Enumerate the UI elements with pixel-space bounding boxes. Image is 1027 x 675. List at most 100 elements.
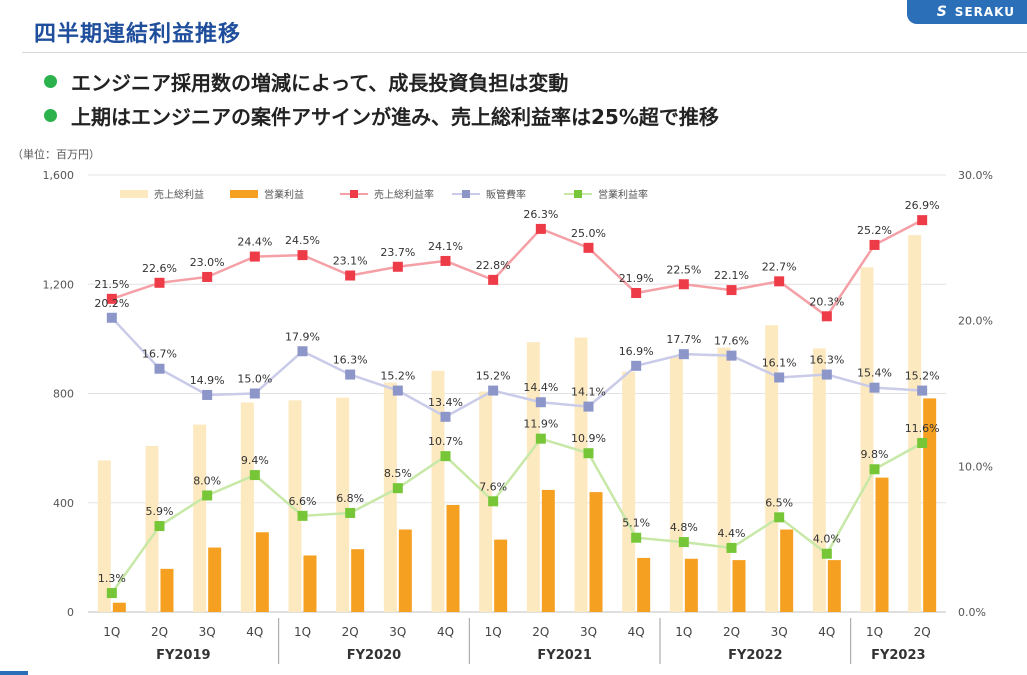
- label-sga-ratio: 15.0%: [237, 373, 272, 386]
- marker-sga-ratio: [774, 372, 785, 383]
- legend-label: 売上総利益率: [374, 188, 434, 201]
- bar-operating-profit: [875, 477, 889, 612]
- marker-operating-margin: [631, 532, 642, 543]
- marker-sga-ratio: [488, 385, 499, 396]
- legend-swatch-operating-profit: [230, 190, 258, 198]
- x-tick-label: 1Q: [675, 625, 692, 639]
- bar-gross-profit: [526, 342, 540, 612]
- marker-gross-margin: [345, 270, 356, 281]
- marker-sga-ratio: [392, 385, 403, 396]
- bar-gross-profit: [669, 356, 683, 612]
- label-sga-ratio: 15.4%: [857, 367, 892, 380]
- x-tick-label: 1Q: [485, 625, 502, 639]
- fiscal-year-label: FY2022: [728, 648, 782, 663]
- x-tick-label: 3Q: [771, 625, 788, 639]
- label-sga-ratio: 20.2%: [94, 297, 129, 310]
- label-gross-margin: 26.9%: [905, 199, 940, 212]
- page-title: 四半期連結利益推移: [34, 22, 242, 47]
- y-left-tick-label: 0: [67, 606, 74, 619]
- line-operating-margin: [110, 437, 923, 594]
- marker-sga-ratio: [726, 350, 737, 361]
- marker-gross-margin: [821, 311, 832, 322]
- bullet-dot-icon: [44, 74, 57, 88]
- label-operating-margin: 6.6%: [289, 495, 317, 508]
- bar-operating-profit: [494, 539, 508, 612]
- x-tick-label: 4Q: [818, 625, 835, 639]
- label-operating-margin: 11.9%: [523, 418, 558, 431]
- label-operating-margin: 7.6%: [479, 480, 507, 493]
- legend-label: 営業利益率: [598, 188, 648, 201]
- y-right-tick-label: 20.0%: [958, 315, 993, 328]
- marker-operating-margin: [917, 438, 928, 449]
- marker-gross-margin: [249, 251, 260, 262]
- bar-operating-profit: [637, 557, 651, 612]
- label-operating-margin: 5.1%: [622, 517, 650, 530]
- label-sga-ratio: 16.1%: [762, 356, 797, 369]
- label-operating-margin: 4.0%: [813, 533, 841, 546]
- y-left-tick-label: 1,200: [43, 278, 75, 291]
- x-tick-label: 1Q: [294, 625, 311, 639]
- label-gross-margin: 24.5%: [285, 234, 320, 247]
- x-tick-label: 1Q: [866, 625, 883, 639]
- marker-operating-margin: [440, 451, 451, 462]
- legend-label: 売上総利益: [154, 188, 204, 201]
- label-sga-ratio: 15.2%: [905, 370, 940, 383]
- label-operating-margin: 10.7%: [428, 435, 463, 448]
- line-sga-ratio: [110, 316, 923, 419]
- bar-gross-profit: [908, 235, 922, 612]
- bar-operating-profit: [351, 549, 365, 612]
- label-operating-margin: 5.9%: [146, 505, 174, 518]
- x-tick-label: 2Q: [532, 625, 549, 639]
- label-sga-ratio: 15.2%: [380, 370, 415, 383]
- y-left-tick-label: 400: [53, 497, 74, 510]
- marker-sga-ratio: [297, 346, 308, 357]
- bar-operating-profit: [541, 489, 555, 612]
- label-gross-margin: 24.1%: [428, 240, 463, 253]
- x-tick-label: 4Q: [628, 625, 645, 639]
- label-gross-margin: 21.9%: [619, 272, 654, 285]
- bullet-list: エンジニア採用数の増減によって、成長投資負担は変動 上期はエンジニアの案件アサイ…: [44, 64, 719, 132]
- marker-gross-margin: [917, 215, 928, 226]
- seraku-s-mark-icon: S: [936, 4, 948, 20]
- bar-gross-profit: [383, 382, 397, 612]
- legend-marker-swatch: [350, 190, 358, 198]
- label-operating-margin: 6.5%: [765, 496, 793, 509]
- bar-gross-profit: [145, 445, 159, 612]
- x-tick-label: 2Q: [151, 625, 168, 639]
- logo-text: SERAKU: [954, 5, 1015, 19]
- label-gross-margin: 22.5%: [666, 263, 701, 276]
- marker-sga-ratio: [678, 349, 689, 360]
- label-sga-ratio: 17.6%: [714, 335, 749, 348]
- label-operating-margin: 6.8%: [336, 492, 364, 505]
- label-operating-margin: 4.8%: [670, 521, 698, 534]
- marker-gross-margin: [583, 242, 594, 253]
- bar-operating-profit: [780, 529, 794, 612]
- label-sga-ratio: 17.7%: [666, 333, 701, 346]
- legend-swatch-gross-profit: [120, 190, 148, 198]
- label-operating-margin: 9.4%: [241, 454, 269, 467]
- bar-gross-profit: [288, 400, 302, 612]
- marker-gross-margin: [106, 293, 117, 304]
- marker-gross-margin: [631, 287, 642, 298]
- x-tick-label: 4Q: [437, 625, 454, 639]
- label-gross-margin: 25.2%: [857, 224, 892, 237]
- marker-operating-margin: [249, 470, 260, 481]
- marker-gross-margin: [440, 255, 451, 266]
- bar-operating-profit: [827, 560, 841, 612]
- label-gross-margin: 25.0%: [571, 227, 606, 240]
- marker-gross-margin: [535, 223, 546, 234]
- marker-sga-ratio: [440, 411, 451, 422]
- label-sga-ratio: 15.2%: [476, 370, 511, 383]
- bullet-item: エンジニア採用数の増減によって、成長投資負担は変動: [44, 64, 719, 98]
- label-gross-margin: 21.5%: [94, 278, 129, 291]
- bullet-text: エンジニア採用数の増減によって、成長投資負担は変動: [71, 70, 569, 95]
- marker-gross-margin: [869, 239, 880, 250]
- fiscal-year-label: FY2020: [347, 648, 401, 663]
- marker-gross-margin: [154, 277, 165, 288]
- bar-gross-profit: [240, 402, 254, 612]
- y-right-tick-label: 0.0%: [958, 606, 986, 619]
- marker-operating-margin: [583, 448, 594, 459]
- y-right-tick-label: 10.0%: [958, 460, 993, 473]
- bar-operating-profit: [684, 558, 698, 612]
- label-gross-margin: 22.8%: [476, 259, 511, 272]
